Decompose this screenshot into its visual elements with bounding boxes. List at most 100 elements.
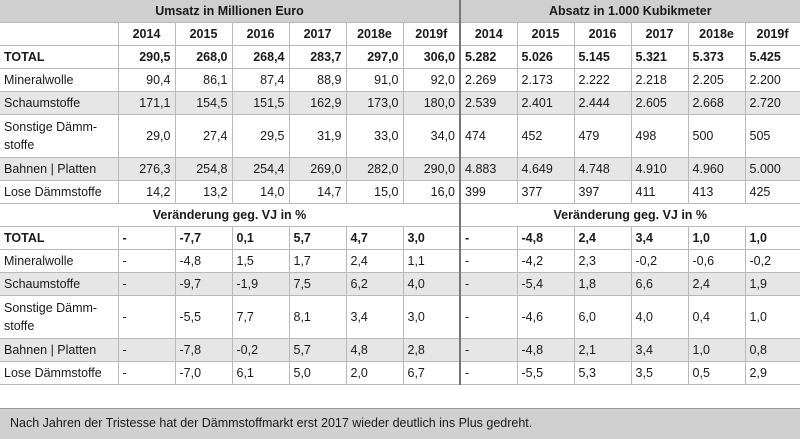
umsatz-cell: 180,0 — [403, 91, 462, 115]
table-row: Sonstige Dämm-stoffe - -5,5 7,7 8,1 3,4 3,0- -4… — [0, 295, 800, 339]
absatz-cell: 4.910 — [631, 157, 689, 181]
absatz-cell: 6,0 — [574, 295, 632, 339]
absatz-cell: 5.000 — [745, 157, 800, 181]
umsatz-cell: -7,7 — [175, 226, 233, 250]
umsatz-cell: 88,9 — [289, 68, 347, 92]
absatz-cell: - — [460, 295, 518, 339]
umsatz-cell: 5,7 — [289, 226, 347, 250]
umsatz-cell: 7,5 — [289, 272, 347, 296]
row-label: Bahnen | Platten — [0, 338, 119, 362]
umsatz-cell: 14,0 — [232, 180, 290, 204]
absatz-cell: 5.145 — [574, 45, 632, 69]
absatz-cell: 1,0 — [688, 226, 746, 250]
umsatz-cell: 173,0 — [346, 91, 404, 115]
umsatz-cell: 2,0 — [346, 361, 404, 385]
absatz-cell: -4,2 — [517, 249, 575, 273]
table-row: Schaumstoffe - -9,7 -1,9 7,5 6,2 4,0- -5,4 1,8 6,… — [0, 272, 800, 296]
umsatz-cell: -4,8 — [175, 249, 233, 273]
table-row: Bahnen | Platten 276,3 254,8 254,4 269,0 282,… — [0, 157, 800, 181]
absatz-cell: 5.282 — [460, 45, 518, 69]
year-header: 2017 — [631, 22, 689, 46]
top-section: TOTAL 290,5 268,0 268,4 283,7 297,0 306,0 5.282… — [0, 45, 800, 204]
umsatz-title: Umsatz in Millionen Euro — [0, 0, 462, 23]
absatz-cell: -0,6 — [688, 249, 746, 273]
row-label: Lose Dämmstoffe — [0, 361, 119, 385]
umsatz-cell: 92,0 — [403, 68, 462, 92]
umsatz-cell: 154,5 — [175, 91, 233, 115]
table-row: Mineralwolle 90,4 86,1 87,4 88,9 91,0 92,0 2.26… — [0, 68, 800, 92]
year-header: 2015 — [175, 22, 233, 46]
umsatz-cell: - — [118, 249, 176, 273]
year-header: 2019f — [745, 22, 800, 46]
absatz-change-title: Veränderung geg. VJ in % — [460, 203, 800, 227]
absatz-cell: 0,4 — [688, 295, 746, 339]
absatz-cell: - — [460, 249, 518, 273]
table-row: Lose Dämmstoffe 14,2 13,2 14,0 14,7 15,0 16,0 3… — [0, 180, 800, 204]
umsatz-cell: 14,2 — [118, 180, 176, 204]
absatz-cell: 1,9 — [745, 272, 800, 296]
umsatz-cell: 282,0 — [346, 157, 404, 181]
absatz-cell: 1,8 — [574, 272, 632, 296]
umsatz-cell: -7,8 — [175, 338, 233, 362]
umsatz-cell: 4,8 — [346, 338, 404, 362]
year-header: 2014 — [118, 22, 176, 46]
absatz-cell: 452 — [517, 114, 575, 158]
umsatz-cell: 151,5 — [232, 91, 290, 115]
absatz-cell: 2,3 — [574, 249, 632, 273]
absatz-cell: 2.605 — [631, 91, 689, 115]
absatz-title: Absatz in 1.000 Kubikmeter — [460, 0, 800, 23]
row-label: TOTAL — [0, 226, 119, 250]
absatz-cell: 5.425 — [745, 45, 800, 69]
absatz-cell: 2.222 — [574, 68, 632, 92]
table-row: Schaumstoffe 171,1 154,5 151,5 162,9 173,0 180… — [0, 91, 800, 115]
absatz-cell: 5.373 — [688, 45, 746, 69]
umsatz-cell: 29,0 — [118, 114, 176, 158]
table-row: Lose Dämmstoffe - -7,0 6,1 5,0 2,0 6,7- -5,5 5,3… — [0, 361, 800, 385]
empty-label-cell — [0, 22, 119, 46]
umsatz-cell: 8,1 — [289, 295, 347, 339]
bottom-section: TOTAL - -7,7 0,1 5,7 4,7 3,0- -4,8 2,4 3,4 1,0 1,0 M… — [0, 226, 800, 385]
year-header: 2014 — [460, 22, 518, 46]
absatz-cell: 3,4 — [631, 338, 689, 362]
absatz-cell: 3,4 — [631, 226, 689, 250]
umsatz-cell: 4,7 — [346, 226, 404, 250]
umsatz-cell: 290,5 — [118, 45, 176, 69]
umsatz-cell: -7,0 — [175, 361, 233, 385]
umsatz-cell: 4,0 — [403, 272, 462, 296]
umsatz-cell: - — [118, 226, 176, 250]
absatz-cell: 2.269 — [460, 68, 518, 92]
umsatz-cell: - — [118, 295, 176, 339]
table-row: TOTAL 290,5 268,0 268,4 283,7 297,0 306,0 5.282… — [0, 45, 800, 69]
absatz-cell: 2.200 — [745, 68, 800, 92]
absatz-cell: 425 — [745, 180, 800, 204]
umsatz-cell: 14,7 — [289, 180, 347, 204]
absatz-cell: -4,8 — [517, 338, 575, 362]
absatz-cell: 479 — [574, 114, 632, 158]
umsatz-cell: 162,9 — [289, 91, 347, 115]
row-label: TOTAL — [0, 45, 119, 69]
umsatz-cell: -9,7 — [175, 272, 233, 296]
absatz-cell: - — [460, 361, 518, 385]
umsatz-cell: 16,0 — [403, 180, 462, 204]
umsatz-cell: 15,0 — [346, 180, 404, 204]
absatz-cell: 2.720 — [745, 91, 800, 115]
row-label: Mineralwolle — [0, 249, 119, 273]
year-header: 2016 — [574, 22, 632, 46]
absatz-cell: 5.321 — [631, 45, 689, 69]
absatz-cell: 0,5 — [688, 361, 746, 385]
year-header: 2018e — [688, 22, 746, 46]
absatz-cell: - — [460, 338, 518, 362]
table-row: Bahnen | Platten - -7,8 -0,2 5,7 4,8 2,8- -4,8 2… — [0, 338, 800, 362]
year-header: 2016 — [232, 22, 290, 46]
row-label: Lose Dämmstoffe — [0, 180, 119, 204]
umsatz-cell: 276,3 — [118, 157, 176, 181]
year-header: 2018e — [346, 22, 404, 46]
absatz-cell: -0,2 — [745, 249, 800, 273]
umsatz-cell: 6,2 — [346, 272, 404, 296]
umsatz-cell: 34,0 — [403, 114, 462, 158]
row-label: Sonstige Dämm-stoffe — [0, 295, 119, 339]
row-label: Sonstige Dämm-stoffe — [0, 114, 119, 158]
umsatz-cell: 2,8 — [403, 338, 462, 362]
absatz-cell: 498 — [631, 114, 689, 158]
absatz-cell: 4,0 — [631, 295, 689, 339]
